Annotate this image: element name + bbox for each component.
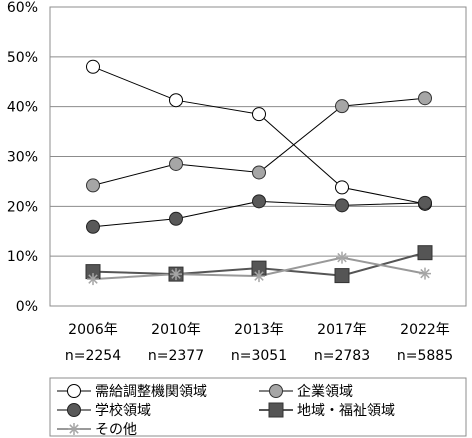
data-point — [87, 273, 99, 286]
data-point — [169, 211, 183, 226]
legend-label: その他 — [95, 422, 137, 438]
legend-marker — [68, 423, 80, 435]
legend-label: 地域・福祉領域 — [297, 402, 395, 419]
data-point — [252, 194, 266, 209]
data-point — [334, 268, 350, 284]
y-tick-label: 50% — [7, 50, 38, 66]
data-point — [335, 99, 349, 114]
legend-marker — [269, 384, 283, 398]
y-tick-label: 30% — [7, 150, 38, 166]
y-tick-label: 20% — [7, 199, 38, 215]
legend-label: 企業領域 — [297, 383, 353, 400]
star-stroke — [420, 268, 430, 279]
x-tick-label: 2010年 — [151, 322, 201, 338]
data-point — [86, 59, 100, 74]
data-point — [418, 195, 432, 210]
x-tick-sublabel: n=3051 — [231, 348, 287, 364]
x-axis-ticks: 2006年 n=2254 2010年 n=2377 2013年 n=3051 2017年 n=… — [65, 322, 453, 364]
x-tick-label: 2006年 — [68, 322, 118, 338]
series-markers — [85, 59, 433, 286]
data-point — [419, 267, 431, 280]
data-point — [418, 91, 432, 106]
x-tick-label: 2022年 — [400, 322, 450, 338]
y-tick-label: 40% — [7, 100, 38, 116]
x-tick-sublabel: n=2783 — [314, 348, 370, 364]
y-tick-label: 0% — [16, 299, 38, 315]
legend-box — [49, 377, 467, 437]
legend-label: 需給調整機関領域 — [95, 383, 207, 400]
legend-label: 学校領域 — [95, 402, 151, 419]
legend-marker — [67, 403, 81, 417]
x-tick-label: 2013年 — [234, 322, 284, 338]
x-tick-sublabel: n=5885 — [397, 348, 453, 364]
star-stroke — [88, 274, 98, 284]
x-tick-sublabel: n=2254 — [65, 348, 121, 364]
data-point — [335, 198, 349, 213]
data-point — [417, 245, 433, 261]
data-point — [169, 156, 183, 171]
data-point — [170, 268, 182, 281]
x-tick-label: 2017年 — [317, 322, 367, 338]
y-axis-ticks: 0% 10% 20% 30% 40% 50% 60% — [7, 0, 38, 315]
data-point — [252, 165, 266, 180]
y-tick-label: 60% — [7, 0, 38, 16]
data-point — [252, 107, 266, 122]
x-tick-sublabel: n=2377 — [148, 348, 204, 364]
data-point — [86, 178, 100, 193]
data-point — [253, 270, 265, 283]
star-stroke — [337, 252, 347, 263]
star-stroke — [254, 271, 264, 281]
star-stroke — [69, 424, 79, 434]
data-point — [86, 219, 100, 234]
data-point — [335, 180, 349, 195]
legend-marker — [268, 402, 284, 418]
data-point — [336, 251, 348, 264]
data-point — [169, 93, 183, 108]
legend-marker — [67, 384, 81, 398]
star-stroke — [171, 269, 181, 279]
y-tick-label: 10% — [7, 249, 38, 265]
